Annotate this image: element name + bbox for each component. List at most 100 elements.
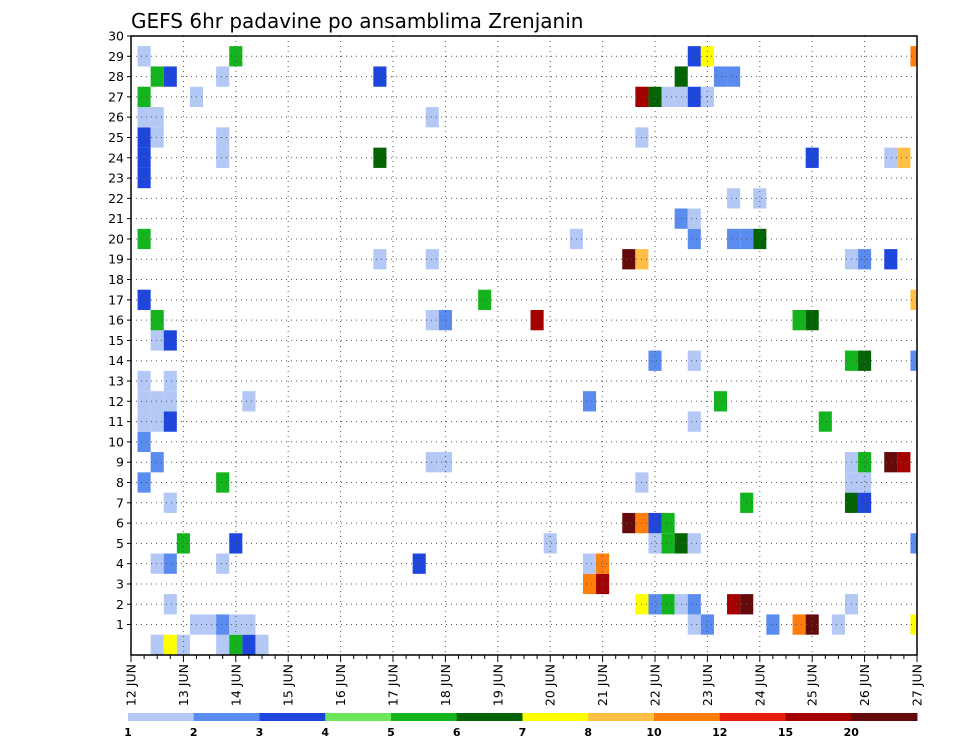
heatmap-cell — [163, 594, 177, 615]
y-tick-label: 29 — [108, 49, 124, 64]
heatmap-cell — [766, 614, 780, 635]
legend-label: 5 — [387, 726, 395, 739]
heatmap-cell — [255, 634, 269, 655]
heatmap-cell — [150, 66, 164, 87]
y-tick-label: 19 — [108, 252, 124, 267]
heatmap-cell — [530, 309, 544, 331]
legend-label: 7 — [519, 726, 527, 739]
y-tick-label: 8 — [116, 475, 124, 490]
heatmap-cell — [661, 594, 675, 615]
x-tick-label: 24 JUN — [752, 664, 767, 706]
heatmap-cell — [687, 594, 701, 615]
heatmap-cell — [438, 309, 452, 331]
heatmap-cell — [727, 188, 741, 209]
heatmap-cell — [163, 330, 177, 351]
y-tick-label: 26 — [108, 110, 124, 125]
y-tick-label: 12 — [108, 394, 124, 409]
heatmap-cell — [543, 533, 557, 554]
legend-swatch — [391, 713, 458, 721]
heatmap-cell — [805, 614, 819, 635]
heatmap-cell — [687, 228, 701, 250]
y-tick-label: 27 — [108, 89, 124, 104]
heatmap-cell — [242, 614, 256, 635]
heatmap-cell — [910, 289, 917, 310]
heatmap-cell — [687, 86, 701, 108]
heatmap-cell — [176, 634, 190, 655]
legend-swatch — [654, 713, 721, 721]
heatmap-cell — [687, 208, 701, 229]
heatmap-cell — [150, 107, 164, 128]
y-tick-label: 30 — [108, 29, 124, 44]
x-tick-label: 18 JUN — [438, 664, 453, 706]
heatmap-cell — [163, 66, 177, 87]
legend-label: 1 — [124, 726, 132, 739]
heatmap-cell — [582, 573, 597, 595]
y-tick-label: 10 — [108, 434, 124, 449]
heatmap-cell — [150, 391, 164, 412]
x-tick-label: 16 JUN — [333, 664, 348, 706]
heatmap-cell — [150, 330, 164, 351]
heatmap-cell — [910, 350, 917, 371]
heatmap-cell — [425, 249, 439, 270]
heatmap-cell — [229, 634, 243, 655]
heatmap-cell — [137, 370, 151, 392]
legend-label: 3 — [256, 726, 264, 739]
heatmap-cell — [137, 147, 151, 168]
heatmap-cell — [687, 411, 701, 432]
heatmap-cell — [137, 391, 151, 412]
heatmap-cell — [727, 66, 741, 87]
y-tick-label: 11 — [108, 414, 124, 429]
heatmap-cell — [425, 309, 439, 331]
heatmap-cell — [176, 533, 190, 554]
y-tick-label: 16 — [108, 313, 124, 328]
heatmap-cell — [216, 147, 230, 168]
heatmap-cell — [792, 614, 806, 635]
y-tick-label: 3 — [116, 576, 124, 591]
y-axis: 1234567891011121314151617181920212223242… — [108, 29, 131, 632]
heatmap-cell — [622, 512, 636, 534]
y-tick-label: 24 — [108, 150, 124, 165]
heatmap-cell — [373, 147, 387, 168]
heatmap-cell — [858, 249, 872, 270]
heatmap-cell — [216, 553, 230, 574]
heatmap-cell — [648, 350, 662, 371]
legend-label: 2 — [190, 726, 198, 739]
heatmap-cell — [137, 107, 151, 128]
x-tick-label: 26 JUN — [857, 664, 872, 706]
heatmap-cell — [163, 492, 177, 513]
heatmap-cell — [700, 614, 714, 635]
y-tick-label: 4 — [116, 556, 124, 571]
y-tick-label: 13 — [108, 374, 124, 389]
heatmap-cell — [596, 573, 610, 595]
heatmap-cell — [229, 533, 243, 554]
heatmap-cell — [478, 289, 492, 310]
heatmap-cell — [753, 228, 767, 250]
y-tick-label: 17 — [108, 292, 124, 307]
legend-label: 10 — [646, 726, 662, 739]
legend-swatch — [259, 713, 326, 721]
heatmap-cell — [753, 188, 767, 209]
y-tick-label: 7 — [116, 495, 124, 510]
heatmap-cell — [792, 309, 806, 331]
heatmap-cell — [884, 249, 898, 270]
heatmap-cell — [818, 411, 832, 432]
x-tick-label: 22 JUN — [648, 664, 663, 706]
heatmap-cell — [163, 391, 177, 412]
legend-label: 20 — [844, 726, 860, 739]
heatmap-cell — [216, 634, 230, 655]
heatmap-cell — [373, 66, 387, 87]
legend-swatch — [325, 713, 392, 721]
heatmap-cell — [137, 127, 151, 148]
heatmap-cell — [884, 452, 898, 473]
heatmap-cell — [216, 66, 230, 87]
y-tick-label: 15 — [108, 333, 124, 348]
legend-label: 4 — [321, 726, 329, 739]
heatmap-cell — [622, 249, 636, 270]
x-axis: 12 JUN 13 JUN 14 JUN 15 JUN 16 JUN 17 JUN 18 J… — [124, 655, 925, 706]
heatmap-cell — [648, 594, 662, 615]
legend-swatch — [785, 713, 852, 721]
heatmap-cell — [137, 431, 151, 453]
x-tick-label: 19 JUN — [490, 664, 505, 706]
heatmap-cell — [150, 411, 164, 432]
